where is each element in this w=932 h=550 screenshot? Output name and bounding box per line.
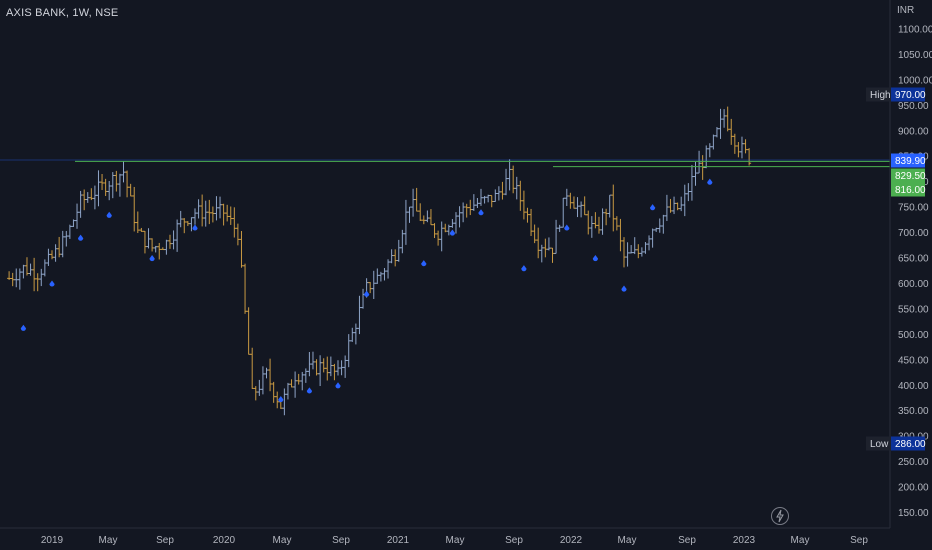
badge-value: 286.00 (895, 439, 926, 450)
price-tick-label: 950.00 (898, 101, 929, 112)
price-tick-label: 1100.00 (898, 24, 932, 35)
fractal-marker (49, 280, 55, 287)
time-tick-label: May (446, 535, 465, 546)
badge-value: 839.90 (895, 156, 926, 167)
badge-bg (891, 182, 925, 197)
fractal-marker (278, 395, 284, 403)
fractal-marker (564, 224, 570, 231)
time-axis[interactable]: 2019 May Sep 2020 May Sep 2021 May Sep 2022 May Sep… (41, 535, 868, 546)
fractal-marker (149, 255, 155, 262)
fractal-marker (106, 211, 112, 218)
price-tick-label: 550.00 (898, 304, 929, 315)
fractal-markers (20, 178, 713, 403)
time-tick-label: Sep (156, 535, 174, 546)
price-tick-label: 650.00 (898, 254, 929, 265)
time-tick-label: May (273, 535, 292, 546)
time-tick-label: May (791, 535, 810, 546)
fractal-marker (306, 387, 312, 394)
price-tick-label: 600.00 (898, 279, 929, 290)
badge-value: 970.00 (895, 90, 926, 101)
price-labels: 839.90 829.50 816.00 High 970.00 Low 286.00 (866, 87, 926, 451)
price-tick-label: 900.00 (898, 126, 929, 137)
badge-bg (891, 436, 925, 451)
badge-bg (891, 87, 925, 102)
fractal-marker (650, 204, 656, 211)
price-tick-label: 400.00 (898, 381, 929, 392)
fractal-marker (20, 324, 26, 331)
lightning-icon (776, 509, 784, 523)
time-tick-label: Sep (505, 535, 523, 546)
fractal-marker (78, 234, 84, 241)
fractal-marker (364, 290, 370, 297)
fractal-marker (592, 255, 598, 262)
fractal-marker (707, 178, 713, 185)
badge-tag-bg (866, 436, 890, 451)
price-tick-label: 250.00 (898, 457, 929, 468)
fractal-marker (335, 382, 341, 389)
flash-icon[interactable] (771, 507, 789, 525)
price-tick-label: 350.00 (898, 406, 929, 417)
price-tick-label: 500.00 (898, 330, 929, 341)
horizontal-lines[interactable] (0, 159, 890, 168)
fractal-marker (621, 285, 627, 292)
time-tick-label: 2022 (560, 535, 583, 546)
currency-label: INR (897, 5, 915, 16)
price-tick-label: 450.00 (898, 355, 929, 366)
fractal-marker (521, 265, 527, 272)
ohlc-bars (7, 106, 752, 416)
price-tick-label: 750.00 (898, 203, 929, 214)
price-tick-label: 700.00 (898, 228, 929, 239)
fractal-marker (478, 209, 484, 216)
badge-bg (891, 153, 925, 168)
time-tick-label: Sep (332, 535, 350, 546)
price-badge: High 970.00 (866, 87, 926, 102)
time-tick-label: Sep (678, 535, 696, 546)
price-tick-label: 200.00 (898, 483, 929, 494)
time-tick-label: 2021 (387, 535, 410, 546)
price-badge: 816.00 (891, 182, 926, 197)
price-badge: 829.50 (891, 168, 926, 183)
price-badge: 839.90 (891, 153, 926, 168)
time-tick-label: May (99, 535, 118, 546)
time-tick-label: Sep (850, 535, 868, 546)
badge-value: 829.50 (895, 171, 926, 182)
badge-tag-bg (866, 87, 890, 102)
ohlc-bar (747, 148, 752, 166)
badge-bg (891, 168, 925, 183)
badge-value: 816.00 (895, 185, 926, 196)
price-badge: Low 286.00 (866, 436, 926, 451)
time-tick-label: 2020 (213, 535, 236, 546)
price-tick-label: 150.00 (898, 508, 929, 519)
fractal-marker (192, 224, 198, 231)
price-tick-label: 1050.00 (898, 50, 932, 61)
badge-tag-text: Low (870, 439, 889, 450)
fractal-marker (449, 229, 455, 236)
fractal-marker (421, 260, 427, 267)
time-tick-label: 2019 (41, 535, 64, 546)
time-tick-label: 2023 (733, 535, 756, 546)
time-tick-label: May (618, 535, 637, 546)
price-tick-label: 1000.00 (898, 75, 932, 86)
symbol-label[interactable]: AXIS BANK, 1W, NSE (6, 7, 119, 19)
badge-tag-text: High (870, 90, 891, 101)
